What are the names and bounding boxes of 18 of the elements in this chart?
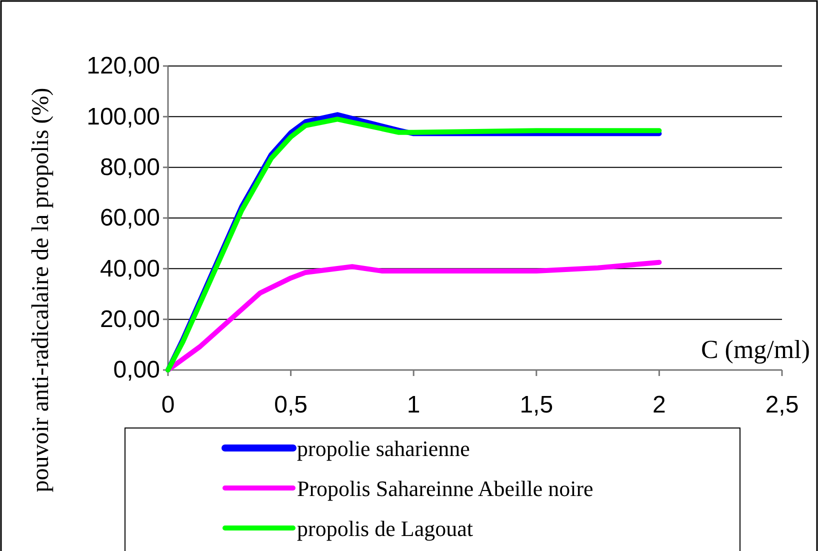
legend-label: Propolis Sahareinne Abeille noire — [297, 476, 594, 501]
x-axis-title: C (mg/ml) — [700, 335, 810, 364]
y-tick-label: 80,00 — [100, 154, 160, 182]
x-tick-label: 1,5 — [520, 392, 554, 419]
x-tick-label: 2,5 — [765, 392, 799, 419]
x-tick-label: 1 — [406, 392, 420, 419]
y-tick-label: 120,00 — [86, 52, 160, 80]
y-tick-label: 20,00 — [100, 306, 160, 334]
legend-label: propolis de Lagouat — [297, 516, 473, 541]
x-tick-label: 0 — [161, 392, 175, 419]
y-tick-label: 40,00 — [100, 255, 160, 282]
y-tick-label: 0,00 — [113, 356, 160, 384]
legend-label: propolie saharienne — [297, 436, 470, 461]
x-tick-label: 0,5 — [274, 392, 308, 419]
y-axis-title: pouvoir anti-radicalaire de la propolis (%) — [28, 88, 54, 492]
x-tick-label: 2 — [652, 392, 666, 419]
y-tick-label: 100,00 — [86, 103, 160, 130]
y-tick-label: 60,00 — [100, 204, 160, 232]
